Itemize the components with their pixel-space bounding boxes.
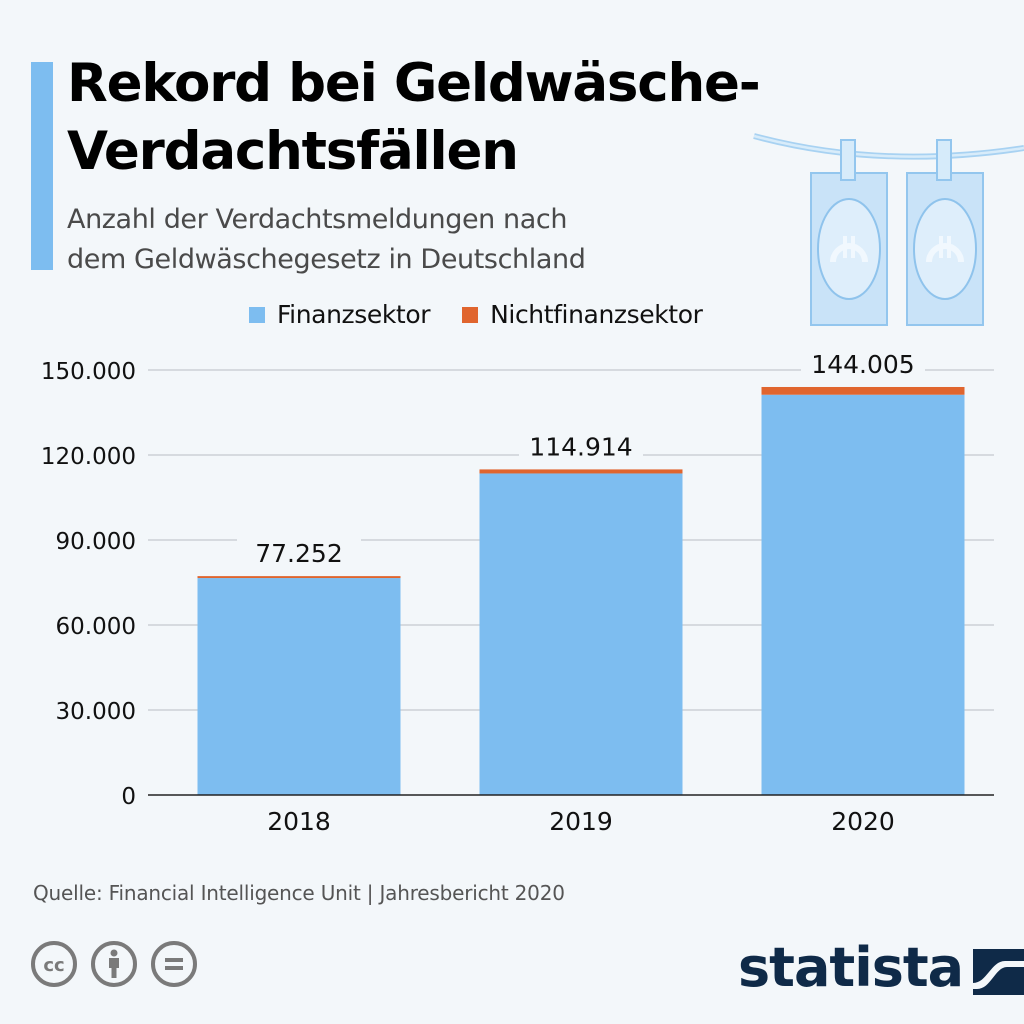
banknote-1: [810, 139, 888, 326]
license-icons: cc: [30, 940, 198, 988]
stacked-bar-chart: 0 30.000 60.000 90.000 120.000 150.000 77.252 2…: [41, 346, 994, 836]
bar-segment-nichtfinanzsektor: [197, 576, 401, 579]
legend-label-finanzsektor: Finanzsektor: [277, 300, 431, 329]
total-label-background: [519, 429, 643, 462]
bar-segment-finanzsektor: [479, 473, 683, 795]
source-note: Quelle: Financial Intelligence Unit | Ja…: [33, 881, 565, 905]
title-line-2: Verdachtsfällen: [67, 121, 519, 182]
y-tick-label: 120.000: [41, 444, 136, 470]
chart-legend: Finanzsektor Nichtfinanzsektor: [249, 300, 735, 329]
legend-item-finanzsektor: Finanzsektor: [249, 300, 431, 329]
title-accent-bar: [31, 62, 53, 270]
statista-logo[interactable]: statista: [738, 938, 1024, 998]
statista-wordmark: statista: [738, 936, 964, 999]
legend-swatch-finanzsektor: [249, 306, 265, 323]
attribution-icon[interactable]: [90, 940, 138, 988]
x-tick-label: 2020: [831, 807, 895, 836]
title-line-1: Rekord bei Geldwäsche-: [67, 53, 761, 114]
banknote-2: [906, 139, 984, 326]
svg-text:cc: cc: [43, 955, 64, 976]
bar-segment-nichtfinanzsektor: [761, 386, 965, 395]
bar-total-label: 114.914: [529, 432, 632, 461]
no-derivatives-icon[interactable]: [150, 940, 198, 988]
bar-segment-finanzsektor: [761, 394, 965, 795]
subtitle-line-2: dem Geldwäschegesetz in Deutschland: [67, 244, 586, 275]
legend-label-nichtfinanzsektor: Nichtfinanzsektor: [490, 300, 703, 329]
total-label-background: [237, 536, 361, 569]
chart-title: Rekord bei Geldwäsche- Verdachtsfällen: [67, 50, 787, 186]
legend-swatch-nichtfinanzsektor: [462, 306, 479, 323]
cc-icon[interactable]: cc: [30, 940, 78, 988]
bar-segment-finanzsektor: [197, 578, 401, 795]
subtitle-line-1: Anzahl der Verdachtsmeldungen nach: [67, 204, 568, 235]
y-tick-label: 90.000: [56, 529, 136, 555]
chart-subtitle: Anzahl der Verdachtsmeldungen nach dem G…: [67, 200, 727, 280]
legend-item-nichtfinanzsektor: Nichtfinanzsektor: [462, 300, 703, 329]
y-tick-label: 60.000: [56, 614, 136, 640]
total-label-background: [801, 346, 925, 379]
bar-segment-nichtfinanzsektor: [479, 469, 683, 474]
y-tick-label: 0: [121, 784, 136, 810]
bar-total-label: 77.252: [255, 539, 342, 568]
bar-total-label: 144.005: [811, 350, 914, 379]
euro-banknotes-on-clothesline-icon: [753, 133, 1024, 326]
statista-logo-icon: [973, 949, 1024, 995]
x-tick-label: 2019: [549, 807, 613, 836]
y-tick-label: 30.000: [56, 699, 136, 725]
x-tick-label: 2018: [267, 807, 331, 836]
y-tick-label: 150.000: [41, 359, 136, 385]
